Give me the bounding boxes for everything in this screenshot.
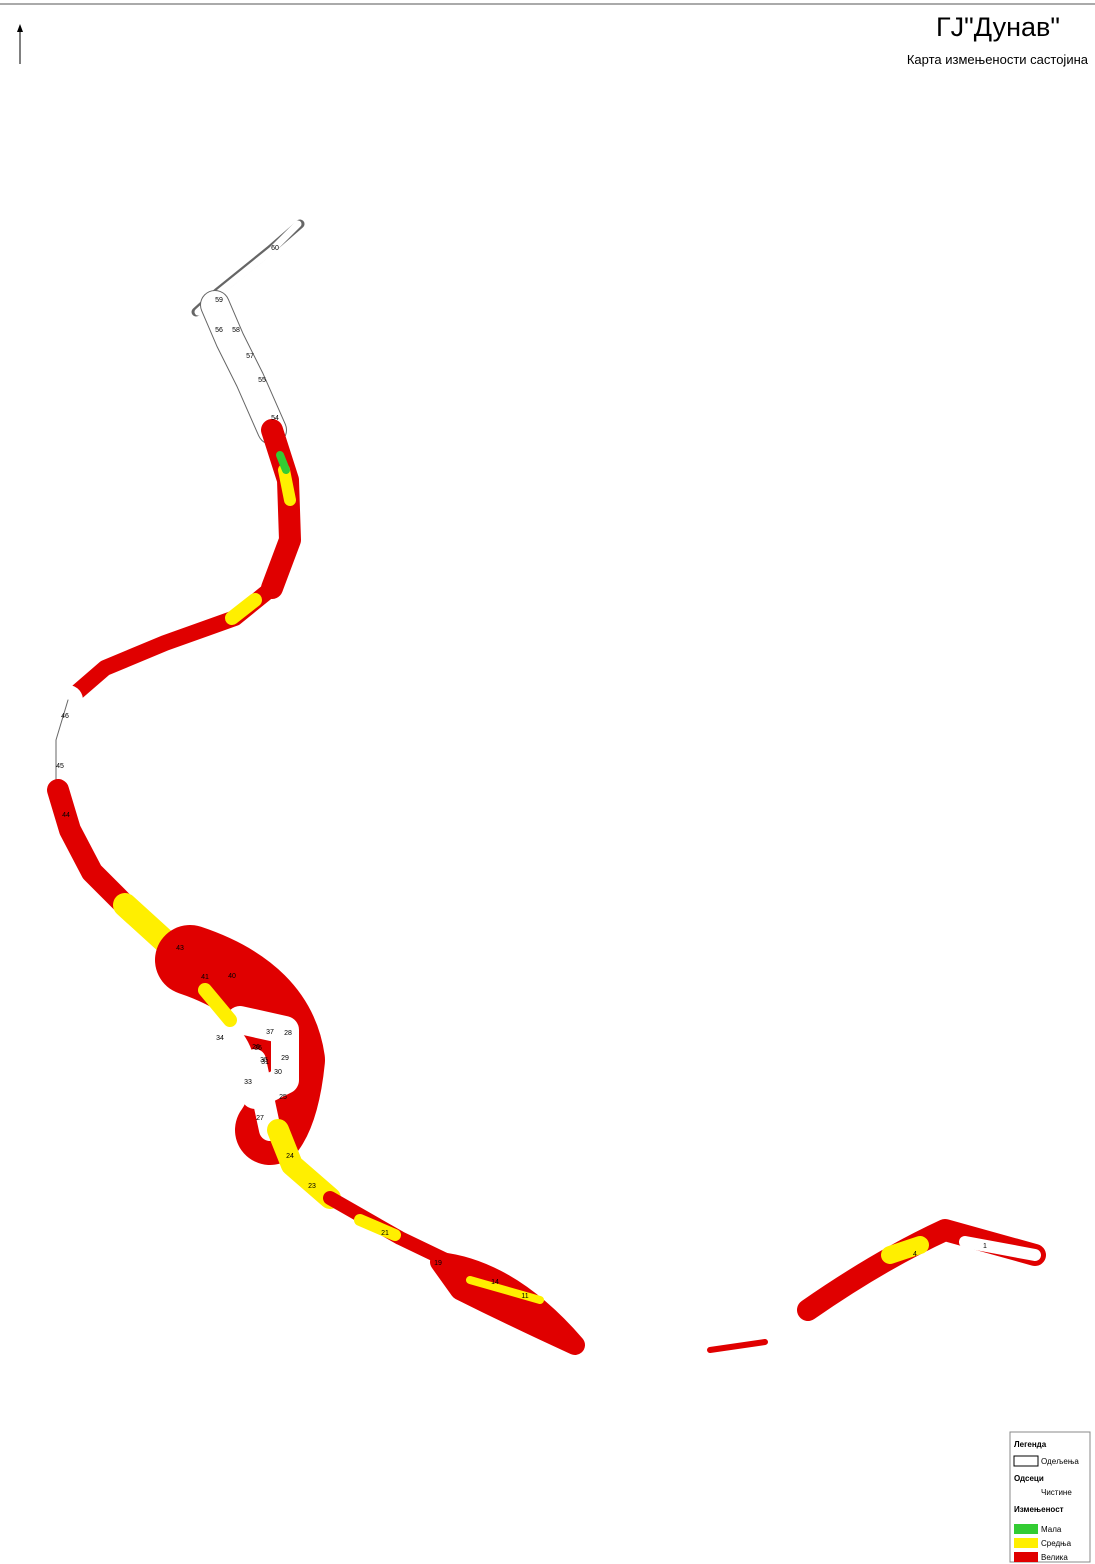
compartment-label: 60 (271, 245, 279, 252)
river-stands (56, 224, 1035, 1350)
legend-swatch (1014, 1524, 1038, 1534)
compartment-label: 33 (244, 1079, 252, 1086)
compartment-label: 28 (284, 1030, 292, 1037)
compartment-label: 56 (215, 327, 223, 334)
compartment-label: 55 (258, 377, 266, 384)
compartment-label: 41 (201, 974, 209, 981)
legend-swatch (1014, 1552, 1038, 1562)
compartment-label: 54 (271, 415, 279, 422)
compartment-label: 45 (56, 763, 64, 770)
compartment-label: 24 (286, 1153, 294, 1160)
map-subtitle: Карта измењености састојина (907, 52, 1089, 67)
legend-label: Средња (1041, 1539, 1072, 1548)
compartment-label: 19 (434, 1260, 442, 1267)
compartment-label: 44 (62, 812, 70, 819)
compartment-label: 14 (491, 1279, 499, 1286)
compartment-label: 25 (279, 1094, 287, 1101)
compartment-label: 31 (261, 1059, 269, 1066)
legend-swatch (1014, 1456, 1038, 1466)
legend-heading: Одсеци (1014, 1474, 1044, 1483)
compartment-label: 58 (232, 327, 240, 334)
north-arrow (17, 24, 23, 64)
compartment-label: 26 (252, 1044, 260, 1051)
compartment-label: 59 (215, 297, 223, 304)
compartment-label: 11 (521, 1293, 528, 1300)
legend-title: Легенда (1014, 1440, 1047, 1449)
legend-label: Мала (1041, 1525, 1062, 1534)
legend-swatch (1014, 1538, 1038, 1548)
compartment-label: 29 (281, 1055, 289, 1062)
compartment-label: 27 (256, 1115, 264, 1122)
legend: Легенда Одељења Одсеци Чистине Измењенос… (1010, 1432, 1090, 1562)
compartment-label: 4 (913, 1251, 917, 1258)
compartment-label: 1 (983, 1243, 987, 1250)
compartment-label: 21 (381, 1230, 389, 1237)
compartment-label: 43 (176, 945, 184, 952)
legend-label: Одељења (1041, 1457, 1079, 1466)
map-title: ГЈ"Дунав" (936, 12, 1060, 42)
compartment-label: 57 (246, 353, 254, 360)
compartment-label: 46 (61, 713, 69, 720)
compartment-label: 23 (308, 1183, 316, 1190)
legend-heading: Измењеност (1014, 1505, 1064, 1514)
compartment-label: 34 (216, 1035, 224, 1042)
map: ГЈ"Дунав" Карта измењености састојина 60… (0, 0, 1095, 1564)
compartment-label: 30 (274, 1069, 282, 1076)
legend-label: Чистине (1041, 1488, 1072, 1497)
legend-label: Велика (1041, 1553, 1068, 1562)
compartment-label: 40 (228, 973, 236, 980)
compartment-label: 37 (266, 1029, 274, 1036)
